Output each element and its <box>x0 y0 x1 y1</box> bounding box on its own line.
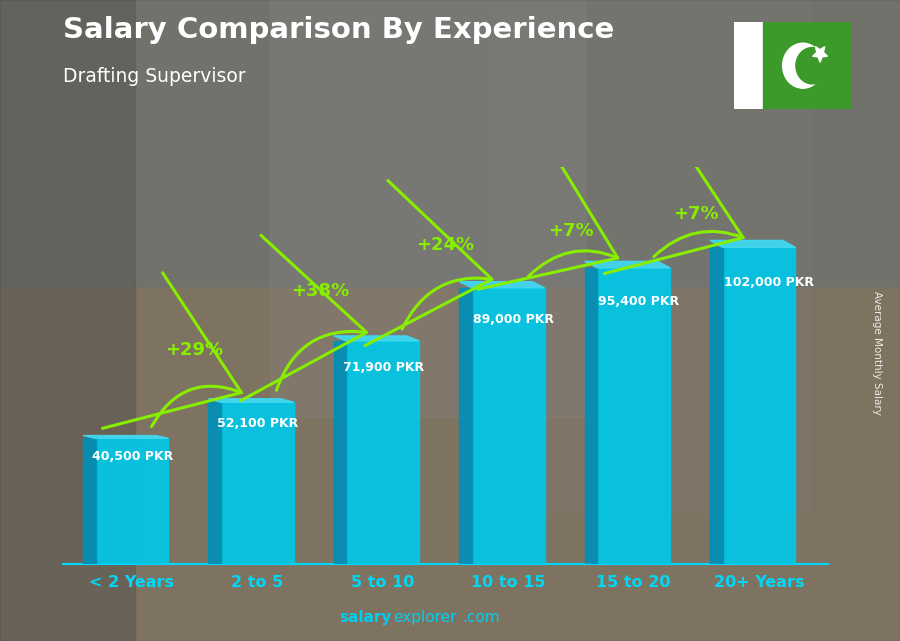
Polygon shape <box>346 341 419 564</box>
Text: +38%: +38% <box>291 283 349 301</box>
FancyArrowPatch shape <box>240 235 366 401</box>
FancyArrowPatch shape <box>478 136 617 289</box>
Text: +7%: +7% <box>548 222 594 240</box>
Bar <box>0 0 900 288</box>
Bar <box>0 288 900 641</box>
Polygon shape <box>459 288 472 564</box>
Polygon shape <box>585 268 598 564</box>
Bar <box>763 22 850 109</box>
Text: 40,500 PKR: 40,500 PKR <box>92 449 173 463</box>
Polygon shape <box>723 247 796 564</box>
Polygon shape <box>334 341 346 564</box>
Text: +29%: +29% <box>166 341 224 359</box>
Text: explorer: explorer <box>393 610 457 625</box>
FancyArrowPatch shape <box>364 181 492 345</box>
Polygon shape <box>459 281 544 288</box>
Text: salary: salary <box>339 610 392 625</box>
Bar <box>0 0 135 641</box>
Polygon shape <box>598 268 670 564</box>
Bar <box>734 22 763 109</box>
Bar <box>495 0 810 513</box>
Polygon shape <box>472 288 544 564</box>
Text: Salary Comparison By Experience: Salary Comparison By Experience <box>63 16 614 44</box>
Text: 52,100 PKR: 52,100 PKR <box>217 417 299 430</box>
Text: +24%: +24% <box>417 236 474 254</box>
Text: .com: .com <box>463 610 500 625</box>
Bar <box>270 0 585 417</box>
Text: 89,000 PKR: 89,000 PKR <box>473 313 554 326</box>
Text: 95,400 PKR: 95,400 PKR <box>598 294 680 308</box>
Polygon shape <box>83 436 168 438</box>
Polygon shape <box>585 262 670 268</box>
Polygon shape <box>710 240 796 247</box>
Circle shape <box>796 47 829 84</box>
Polygon shape <box>209 399 293 403</box>
Polygon shape <box>209 403 221 564</box>
Polygon shape <box>83 438 95 564</box>
Polygon shape <box>710 247 723 564</box>
Text: 102,000 PKR: 102,000 PKR <box>724 276 814 289</box>
Text: 71,900 PKR: 71,900 PKR <box>343 361 424 374</box>
Polygon shape <box>221 403 293 564</box>
Polygon shape <box>334 336 419 341</box>
Text: Drafting Supervisor: Drafting Supervisor <box>63 67 246 87</box>
Text: +7%: +7% <box>673 204 719 222</box>
FancyArrowPatch shape <box>103 273 241 428</box>
Circle shape <box>783 43 824 88</box>
Polygon shape <box>95 438 168 564</box>
Text: Average Monthly Salary: Average Monthly Salary <box>872 290 883 415</box>
FancyArrowPatch shape <box>604 118 743 274</box>
Polygon shape <box>813 47 827 62</box>
